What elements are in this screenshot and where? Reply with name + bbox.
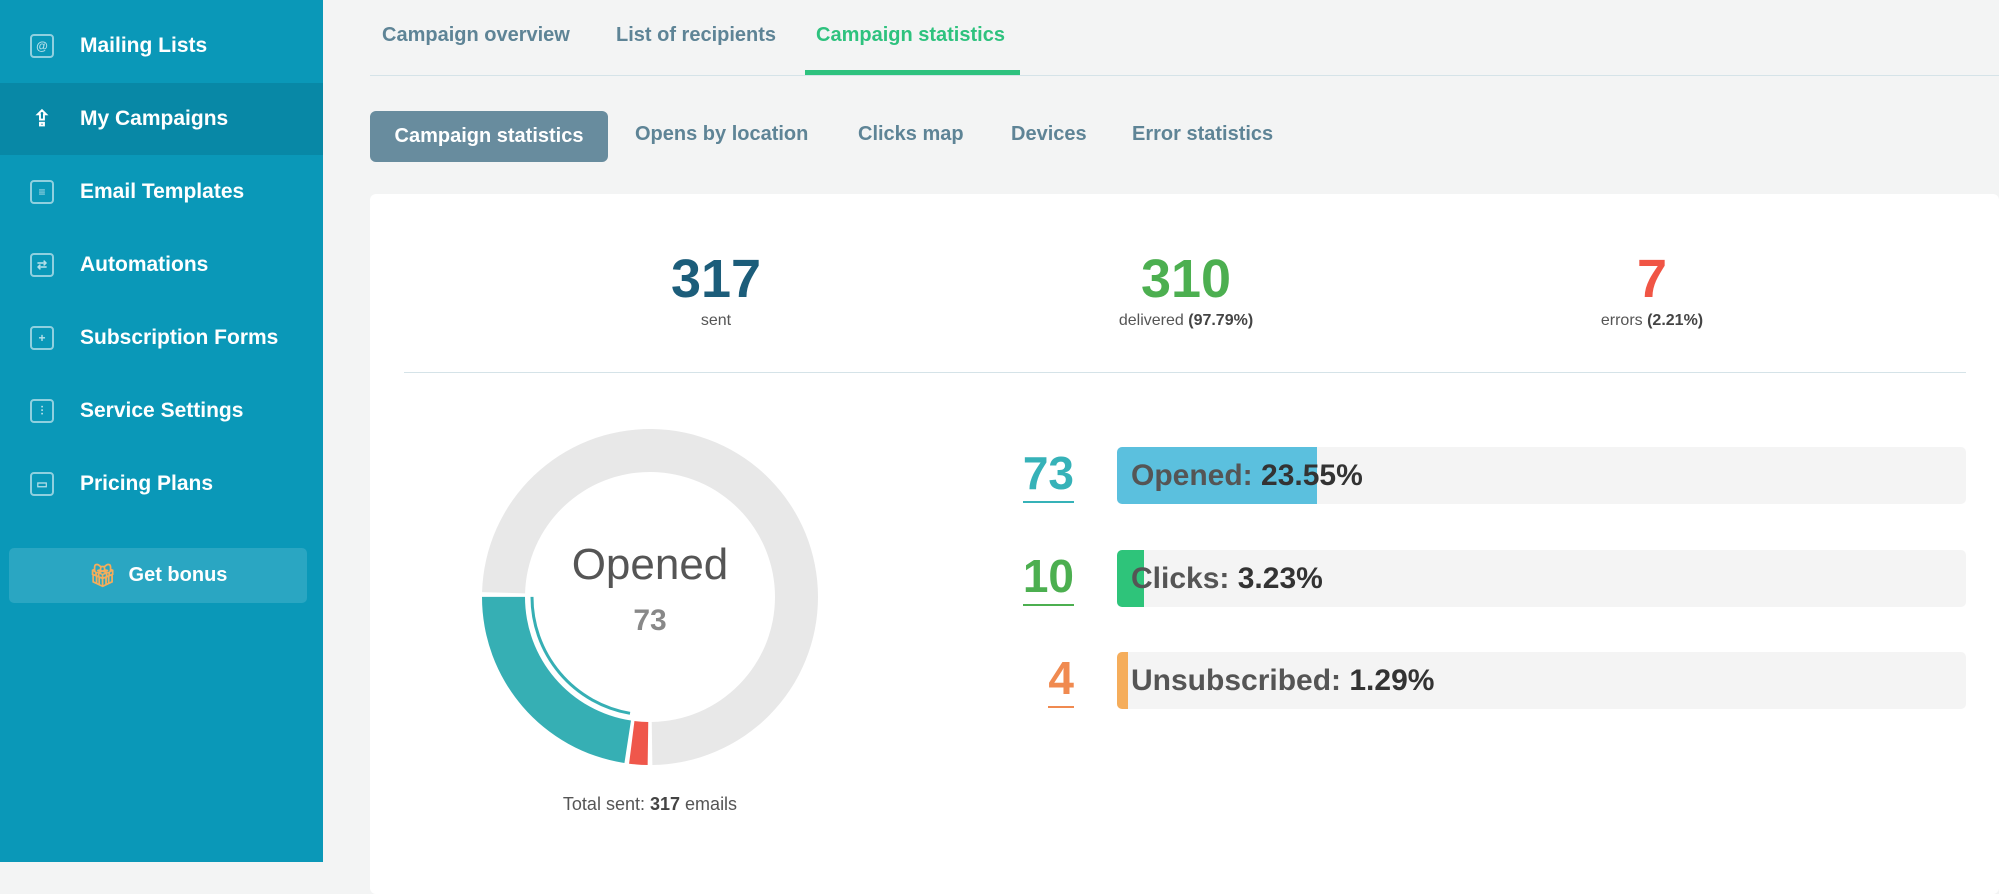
tab-campaign-statistics[interactable]: Campaign statistics <box>816 24 1005 46</box>
donut-center-value: 73 <box>633 604 667 637</box>
opened-donut-chart <box>482 429 818 765</box>
opened-bar-fill <box>1117 447 1317 504</box>
subtab-opens-by-location[interactable]: Opens by location <box>635 123 809 145</box>
statistics-card <box>370 194 1999 894</box>
gift-icon: 🎁︎ <box>88 562 117 588</box>
total-sent: Total sent: 317 emails <box>562 794 738 814</box>
errors-label: errors <box>1600 312 1643 329</box>
mailing-list-icon: @ <box>30 34 54 58</box>
donut-segment-errors <box>629 721 649 765</box>
sidebar-item-email-templates[interactable]: ≡ Email Templates <box>0 156 323 228</box>
unsubscribed-bar-fill <box>1117 652 1128 709</box>
sidebar-item-subscription-forms[interactable]: + Subscription Forms <box>0 302 323 374</box>
delivered-pct: (97.79%) <box>1188 312 1254 329</box>
donut-highlight-arc <box>530 596 631 715</box>
subtab-error-statistics[interactable]: Error statistics <box>1132 123 1274 145</box>
clicks-count[interactable]: 10 <box>994 549 1074 606</box>
stats-divider <box>404 372 1966 373</box>
upload-cloud-icon: ⇪ <box>32 106 52 131</box>
sent-count: 317 <box>670 249 762 309</box>
clicks-bar-fill <box>1117 550 1145 607</box>
automation-icon: ⇄ <box>30 253 54 277</box>
donut-segment-opened <box>482 596 631 764</box>
delivered-count: 310 <box>1140 249 1232 309</box>
stat-errors: 7 errors (2.21%) <box>1502 250 1802 330</box>
sidebar: @ Mailing Lists ⇪ My Campaigns ≡ Email Temp… <box>0 0 323 862</box>
donut-title: Opened <box>571 540 729 589</box>
stat-delivered: 310 delivered (97.79%) <box>1036 250 1336 330</box>
unsubscribed-rate-bar: Unsubscribed: 1.29% <box>1117 652 1966 709</box>
clicks-rate-bar: Clicks: 3.23% <box>1117 550 1966 607</box>
sidebar-item-mailing-lists[interactable]: @ Mailing Lists <box>0 10 323 82</box>
sidebar-item-my-campaigns[interactable]: ⇪ My Campaigns <box>0 83 323 155</box>
subtab-clicks-map[interactable]: Clicks map <box>858 123 964 145</box>
unsubscribed-count[interactable]: 4 <box>994 651 1074 708</box>
stat-sent: 317 sent <box>566 250 866 330</box>
active-tab-indicator <box>805 70 1020 75</box>
errors-pct: (2.21%) <box>1647 312 1704 329</box>
opened-count[interactable]: 73 <box>994 446 1074 503</box>
get-bonus-button[interactable]: 🎁︎ Get bonus <box>9 548 307 603</box>
sliders-icon: ⫶ <box>30 399 54 423</box>
sidebar-item-pricing-plans[interactable]: ▭ Pricing Plans <box>0 448 323 520</box>
form-icon: + <box>30 326 54 350</box>
opened-rate-bar: Opened: 23.55% <box>1117 447 1966 504</box>
delivered-label: delivered <box>1118 312 1184 329</box>
sidebar-item-service-settings[interactable]: ⫶ Service Settings <box>0 375 323 447</box>
sent-label: sent <box>700 312 732 329</box>
tab-list-of-recipients[interactable]: List of recipients <box>616 24 777 46</box>
wallet-icon: ▭ <box>30 472 54 496</box>
sidebar-item-automations[interactable]: ⇄ Automations <box>0 229 323 301</box>
tab-campaign-overview[interactable]: Campaign overview <box>382 24 570 46</box>
subtab-devices[interactable]: Devices <box>1011 123 1087 145</box>
errors-count: 7 <box>1636 249 1668 309</box>
tab-divider <box>370 75 1999 76</box>
template-icon: ≡ <box>30 180 54 204</box>
subtab-campaign-statistics[interactable]: Campaign statistics <box>370 111 608 162</box>
